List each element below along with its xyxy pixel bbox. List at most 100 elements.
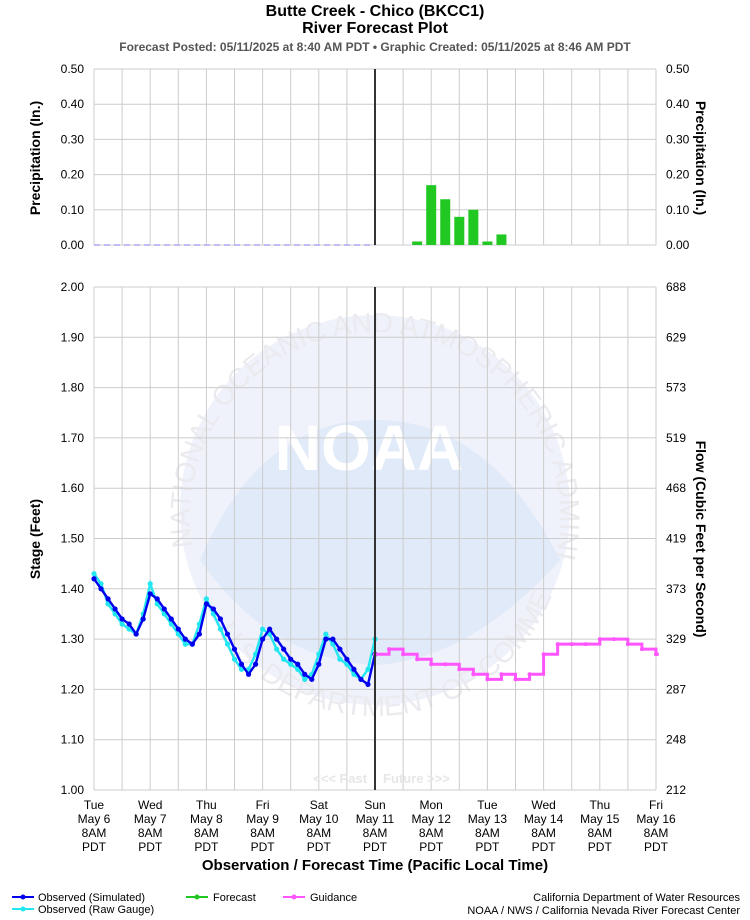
precip-ytick-right: 0.40 <box>666 97 690 111</box>
series-point-guidance <box>499 672 504 677</box>
series-point-observed-simulated <box>351 666 357 672</box>
series-point-observed-simulated <box>260 636 266 642</box>
series-point-observed-raw-gauge <box>260 626 266 632</box>
stage-ytick: 1.70 <box>61 431 85 445</box>
stage-ytick: 1.20 <box>61 682 85 696</box>
series-point-guidance <box>611 637 616 642</box>
x-tick-label: Sat <box>310 798 329 812</box>
credit-cnrfc: NOAA / NWS / California Nevada River For… <box>467 905 740 917</box>
x-axis-title: Observation / Forecast Time (Pacific Loc… <box>202 857 548 874</box>
series-point-observed-simulated <box>231 646 238 652</box>
series-point-observed-simulated <box>196 631 202 637</box>
x-tick-label: May 12 <box>412 812 452 826</box>
x-tick-label: Tue <box>84 798 105 812</box>
series-point-observed-raw-gauge <box>217 626 224 632</box>
series-line-guidance <box>375 637 659 681</box>
x-tick-label: PDT <box>588 840 613 854</box>
series-point-observed-raw-gauge <box>224 641 231 647</box>
x-tick-label: Thu <box>589 798 610 812</box>
legend-marker-forecast <box>194 894 200 900</box>
series-point-guidance <box>569 642 574 647</box>
series-point-observed-simulated <box>154 596 160 602</box>
flow-ytick: 519 <box>666 431 686 445</box>
series-point-observed-simulated <box>189 641 195 647</box>
series-point-observed-raw-gauge <box>91 571 97 577</box>
series-point-observed-simulated <box>274 636 280 642</box>
series-point-observed-raw-gauge <box>323 631 329 637</box>
x-tick-label: PDT <box>251 840 276 854</box>
series-point-observed-simulated <box>337 646 343 652</box>
series-point-guidance <box>471 672 476 677</box>
series-point-guidance <box>541 652 546 657</box>
x-tick-label: May 9 <box>246 812 279 826</box>
x-tick-label: 8AM <box>138 826 163 840</box>
watermark-logo-text: NOAA <box>275 412 463 484</box>
series-point-observed-simulated <box>210 606 217 612</box>
x-tick-label: 8AM <box>250 826 275 840</box>
flow-ytick: 373 <box>666 582 686 596</box>
precip-ytick-right: 0.20 <box>666 168 690 182</box>
future-label: Future >>> <box>383 771 450 786</box>
stage-ytick: 1.00 <box>61 783 85 797</box>
series-point-guidance <box>485 677 490 682</box>
x-tick-label: May 14 <box>524 812 564 826</box>
series-point-guidance <box>513 677 518 682</box>
x-tick-label: PDT <box>644 840 669 854</box>
x-tick-label: 8AM <box>587 826 612 840</box>
x-tick-label: May 8 <box>190 812 223 826</box>
precip-bar <box>496 234 507 245</box>
series-point-observed-simulated <box>323 636 329 642</box>
x-tick-label: May 13 <box>468 812 508 826</box>
stage-ytick: 1.60 <box>61 481 85 495</box>
legend: Observed (Simulated) Observed (Raw Gauge… <box>12 892 357 916</box>
series-point-observed-simulated <box>203 601 209 607</box>
series-point-observed-simulated <box>168 616 174 622</box>
stage-ytick: 1.40 <box>61 582 85 596</box>
x-tick-label: PDT <box>475 840 500 854</box>
stage-ytick: 1.30 <box>61 632 85 646</box>
precip-ylabel-left: Precipitation (In.) <box>27 101 43 215</box>
precip-ylabel-right: Precipitation (In.) <box>693 101 709 215</box>
x-tick-label: PDT <box>194 840 219 854</box>
series-point-observed-raw-gauge <box>231 656 238 662</box>
stage-ylabel-left: Stage (Feet) <box>27 499 43 579</box>
x-tick-label: May 15 <box>580 812 620 826</box>
series-point-guidance <box>401 652 406 657</box>
x-tick-label: 8AM <box>475 826 500 840</box>
x-tick-label: May 11 <box>356 812 395 826</box>
x-tick-label: 8AM <box>306 826 331 840</box>
x-tick-label: PDT <box>419 840 444 854</box>
precip-ytick-left: 0.40 <box>61 97 85 111</box>
legend-observed-raw: Observed (Raw Gauge) <box>38 904 154 916</box>
precip-ytick-left: 0.00 <box>61 238 85 252</box>
series-point-guidance <box>639 647 644 652</box>
x-tick-label: PDT <box>138 840 163 854</box>
series-point-observed-raw-gauge <box>365 666 371 672</box>
past-label: <<< Past <box>313 771 368 786</box>
series-point-guidance <box>457 667 462 672</box>
series-point-observed-simulated <box>91 576 97 582</box>
flow-ytick: 468 <box>666 481 686 495</box>
flow-ylabel-right: Flow (Cubic Feet per Second) <box>693 441 709 638</box>
x-tick-label: May 7 <box>134 812 167 826</box>
series-point-observed-simulated <box>119 616 125 622</box>
legend-marker-observed-simulated <box>20 894 26 900</box>
precip-bar <box>412 241 423 245</box>
precip-ytick-right: 0.30 <box>666 132 690 146</box>
series-point-observed-raw-gauge <box>288 661 294 667</box>
flow-ytick: 573 <box>666 381 686 395</box>
series-point-observed-simulated <box>252 661 259 667</box>
x-tick-label: PDT <box>307 840 332 854</box>
series-point-guidance <box>527 672 532 677</box>
series-point-observed-simulated <box>245 671 252 677</box>
precip-bar <box>440 199 451 245</box>
legend-marker-observed-raw <box>20 906 26 912</box>
x-tick-label: PDT <box>363 840 388 854</box>
series-point-observed-simulated <box>344 656 350 662</box>
series-point-guidance <box>429 662 434 667</box>
series-point-observed-simulated <box>281 646 287 652</box>
precip-ytick-left: 0.50 <box>61 62 85 76</box>
series-point-observed-raw-gauge <box>302 676 308 682</box>
x-tick-label: Mon <box>420 798 443 812</box>
